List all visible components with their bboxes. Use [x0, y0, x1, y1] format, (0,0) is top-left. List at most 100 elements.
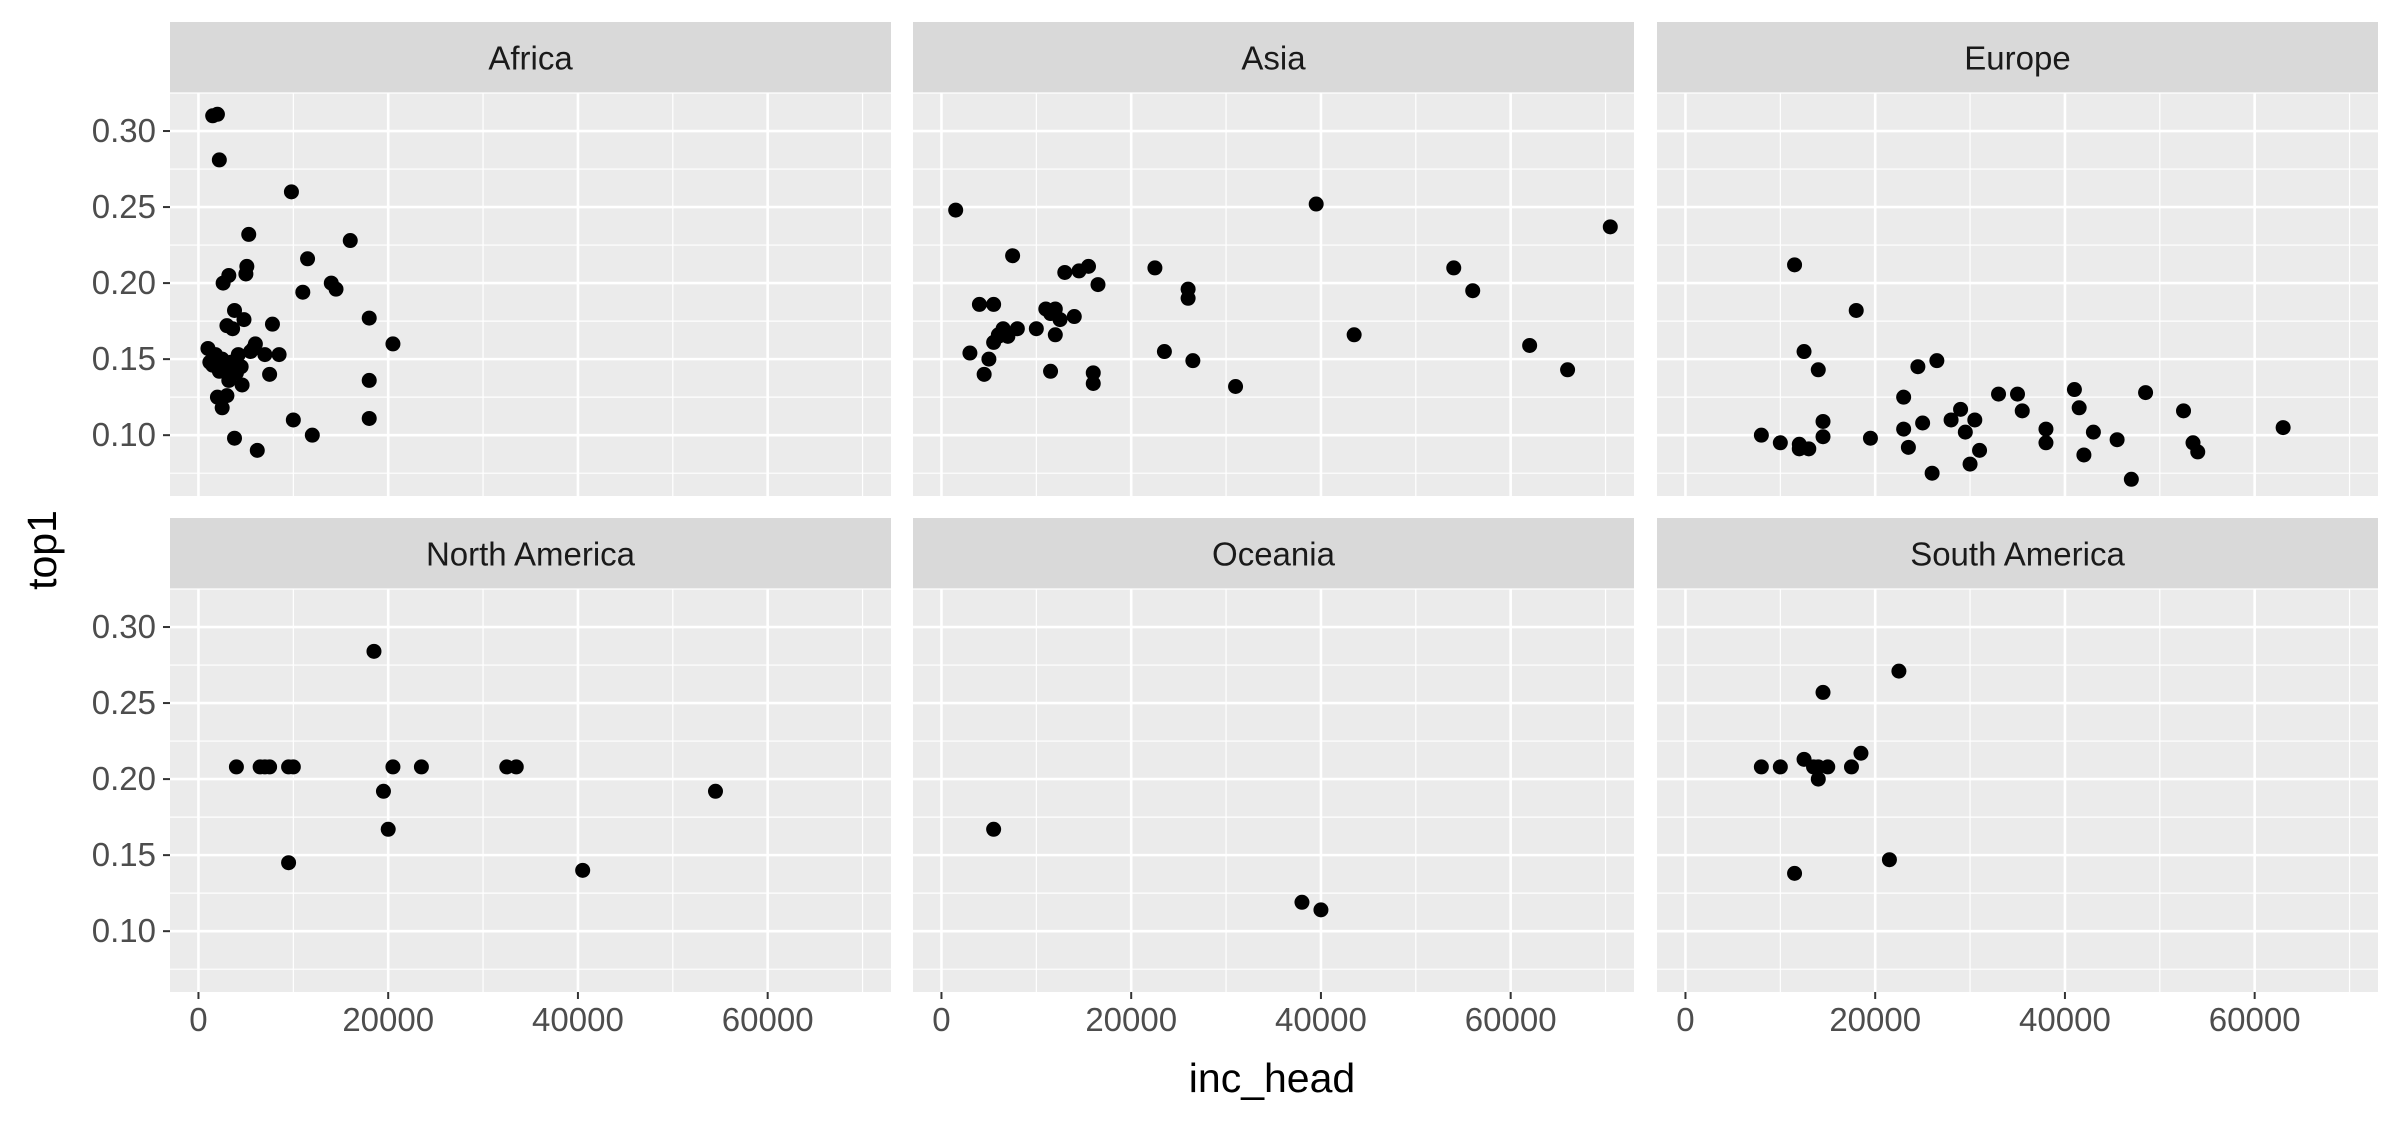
panel-background [170, 93, 891, 496]
y-tick-label: 0.20 [92, 264, 156, 301]
data-point [413, 759, 429, 775]
data-point [1180, 290, 1196, 306]
data-point [221, 267, 237, 283]
data-point [271, 347, 287, 363]
data-point [236, 312, 252, 328]
data-point [1972, 442, 1988, 458]
data-point [948, 202, 964, 218]
data-point [1796, 344, 1812, 360]
data-point [227, 430, 243, 446]
data-point [2138, 385, 2154, 401]
data-point [361, 372, 377, 388]
y-tick-label: 0.10 [92, 416, 156, 453]
data-point [1772, 435, 1788, 451]
data-point [219, 388, 235, 404]
data-point [1943, 412, 1959, 428]
data-point [1787, 865, 1803, 881]
data-point [508, 759, 524, 775]
data-point [211, 152, 227, 168]
facet-strip-label: Oceania [1212, 536, 1336, 573]
x-tick-label: 40000 [532, 1001, 624, 1038]
facet-strip [913, 518, 1634, 589]
data-point [1043, 306, 1059, 322]
x-tick-label: 40000 [1275, 1001, 1367, 1038]
data-point [1009, 321, 1025, 337]
data-point [1815, 684, 1831, 700]
data-point [1896, 389, 1912, 405]
y-tick-label: 0.20 [92, 760, 156, 797]
data-point [262, 759, 278, 775]
data-point [2275, 420, 2291, 436]
data-point [1308, 196, 1324, 212]
data-point [2176, 403, 2192, 419]
x-tick-label: 60000 [722, 1001, 814, 1038]
data-point [1560, 362, 1576, 378]
data-point [1967, 412, 1983, 428]
y-tick-label: 0.15 [92, 836, 156, 873]
data-point [228, 759, 244, 775]
data-point [283, 184, 299, 200]
data-point [1891, 663, 1907, 679]
x-tick-label: 0 [932, 1001, 950, 1038]
data-point [1147, 260, 1163, 276]
facet-panel: North America 0.10 0.15 0.20 0.25 0.30 0 20000 4… [92, 518, 891, 1038]
data-point [990, 327, 1006, 343]
data-point [245, 340, 261, 356]
panel-background [170, 589, 891, 992]
data-point [361, 410, 377, 426]
y-tick-label: 0.30 [92, 608, 156, 645]
data-point [1057, 264, 1073, 280]
data-point [976, 366, 992, 382]
data-point [262, 366, 278, 382]
data-point [986, 821, 1002, 837]
data-point [1848, 302, 1864, 318]
data-point [1815, 413, 1831, 429]
data-point [2071, 400, 2087, 416]
data-point [264, 316, 280, 332]
data-point [1753, 759, 1769, 775]
data-point [1787, 257, 1803, 273]
data-point [1005, 248, 1021, 264]
data-point [1843, 759, 1859, 775]
data-point [1313, 902, 1329, 918]
data-point [1991, 386, 2007, 402]
data-point [1957, 424, 1973, 440]
data-point [361, 310, 377, 326]
data-point [328, 281, 344, 297]
data-point [1047, 327, 1063, 343]
panel-background [1657, 589, 2378, 992]
panel-background [913, 589, 1634, 992]
data-point [385, 759, 401, 775]
data-point [1924, 465, 1940, 481]
data-point [1900, 439, 1916, 455]
data-point [375, 783, 391, 799]
data-point [227, 302, 243, 318]
facet-strip-label: Asia [1241, 40, 1306, 77]
data-point [2190, 444, 2206, 460]
data-point [281, 855, 297, 871]
data-point [2010, 386, 2025, 402]
data-point [1953, 401, 1969, 417]
data-point [1602, 219, 1618, 235]
data-point [1915, 415, 1931, 431]
data-point [962, 345, 978, 361]
data-point [2085, 424, 2101, 440]
data-point [1085, 365, 1101, 381]
facet-panel: Europe [1657, 22, 2378, 496]
data-point [295, 284, 311, 300]
y-axis-title: top1 [19, 510, 65, 590]
data-point [1929, 353, 1945, 369]
facet-strip-label: South America [1910, 536, 2125, 573]
data-point [238, 266, 254, 282]
data-point [1791, 436, 1807, 452]
data-point [981, 351, 997, 367]
facet-strip [170, 518, 891, 589]
data-point [1896, 421, 1912, 437]
data-point [971, 296, 987, 312]
data-point [2014, 403, 2030, 419]
data-point [225, 321, 241, 337]
x-tick-label: 20000 [1829, 1001, 1921, 1038]
facet-strip [170, 22, 891, 93]
data-point [241, 226, 257, 242]
